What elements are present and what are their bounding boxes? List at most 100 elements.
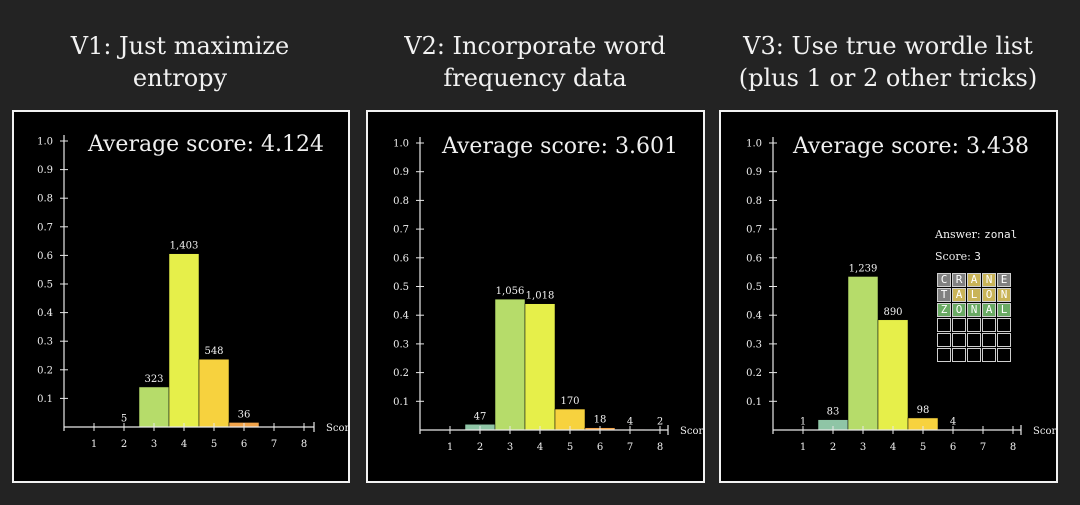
x-tick-label: 3 xyxy=(507,442,513,453)
y-tick-label: 0.4 xyxy=(746,311,762,322)
x-tick-label: 2 xyxy=(830,442,836,453)
wordle-tile: R xyxy=(952,273,966,287)
y-tick-label: 0.1 xyxy=(37,394,53,405)
y-tick-label: 0.7 xyxy=(37,222,53,233)
panel-1-title-line1: V1: Just maximize xyxy=(70,32,290,60)
wordle-empty-tile xyxy=(982,333,996,347)
panel-1: 5 323 1,403 548 36 0.1 0.2 0.3 0.4 0.5 0.6 0.7 0.8 0.… xyxy=(12,110,350,483)
bar-label-score-3: 1,056 xyxy=(496,286,525,297)
panel-1-average-score: Average score: 4.124 xyxy=(88,132,324,157)
wordle-tile: N xyxy=(997,288,1011,302)
x-tick-label: 6 xyxy=(241,439,247,450)
bar-score-3 xyxy=(494,298,526,431)
panel-3-title-line2: (plus 1 or 2 other tricks) xyxy=(738,64,1038,92)
x-axis-label: Score xyxy=(1033,426,1056,437)
wordle-tile: A xyxy=(952,288,966,302)
wordle-empty-tile xyxy=(982,318,996,332)
x-tick-label: 8 xyxy=(1010,442,1016,453)
y-tick-label: 0.1 xyxy=(746,397,762,408)
bar-label-score-1: 1 xyxy=(800,417,806,428)
bar-label-score-4: 890 xyxy=(883,307,902,318)
x-tick-label: 4 xyxy=(537,442,543,453)
bar-score-3 xyxy=(847,276,879,431)
wordle-tile: N xyxy=(967,303,981,317)
x-tick-label: 2 xyxy=(121,439,127,450)
y-tick-label: 0.3 xyxy=(37,337,53,348)
x-tick-label: 6 xyxy=(597,442,603,453)
panel-3-title-line1: V3: Use true wordle list xyxy=(743,32,1033,60)
x-tick-label: 6 xyxy=(950,442,956,453)
example-answer-value: zonal xyxy=(984,228,1018,241)
example-answer: Answer: zonal xyxy=(935,228,1017,241)
bar-label-score-8: 2 xyxy=(657,417,663,428)
y-tick-label: 0.3 xyxy=(393,339,409,350)
wordle-tile: O xyxy=(982,288,996,302)
panel-1-title-line2: entropy xyxy=(132,64,228,92)
wordle-empty-tile xyxy=(997,333,1011,347)
y-tick-label: 0.2 xyxy=(37,365,53,376)
example-score-value: 3 xyxy=(974,250,981,263)
panel-3-average-label: Average score: xyxy=(793,134,959,159)
bar-label-score-7: 4 xyxy=(627,416,633,427)
x-axis-label: Score xyxy=(680,426,703,437)
x-axis-label: Score xyxy=(326,423,348,434)
y-tick-label: 0.7 xyxy=(746,225,762,236)
panel-2-average-label: Average score: xyxy=(442,134,608,159)
x-tick-label: 1 xyxy=(447,442,453,453)
wordle-tile: T xyxy=(937,288,951,302)
wordle-empty-tile xyxy=(967,333,981,347)
wordle-tile: Z xyxy=(937,303,951,317)
y-tick-label: 0.5 xyxy=(37,280,53,291)
panel-2-title-line1: V2: Incorporate word xyxy=(404,32,666,60)
panel-3-average-value: 3.438 xyxy=(965,134,1029,159)
chart-1: 53231,403548360.10.20.30.40.50.60.70.80.… xyxy=(37,135,348,450)
wordle-tile: N xyxy=(982,273,996,287)
bar-label-score-6: 36 xyxy=(238,409,251,420)
y-tick-label: 0.6 xyxy=(746,253,762,264)
y-tick-label: 0.8 xyxy=(393,196,409,207)
wordle-empty-tile xyxy=(967,318,981,332)
x-tick-label: 5 xyxy=(567,442,573,453)
y-tick-label: 0.2 xyxy=(746,368,762,379)
wordle-empty-tile xyxy=(982,348,996,362)
bar-label-score-2: 47 xyxy=(474,411,487,422)
x-tick-label: 8 xyxy=(657,442,663,453)
example-answer-label: Answer: xyxy=(935,228,981,241)
panel-3: 1 83 1,239 890 98 4 0.1 0.2 0.3 0.4 0.5 0.6 0.7 0.8 0.… xyxy=(719,110,1058,483)
x-tick-label: 5 xyxy=(211,439,217,450)
y-tick-label: 0.8 xyxy=(746,196,762,207)
x-tick-label: 5 xyxy=(920,442,926,453)
y-tick-label: 0.3 xyxy=(746,339,762,350)
wordle-tile: L xyxy=(967,288,981,302)
wordle-tile: A xyxy=(967,273,981,287)
panel-2-average-value: 3.601 xyxy=(614,134,678,159)
wordle-empty-tile xyxy=(952,348,966,362)
wordle-empty-tile xyxy=(937,333,951,347)
wordle-empty-tile xyxy=(967,348,981,362)
x-tick-label: 4 xyxy=(890,442,896,453)
y-tick-label: 0.9 xyxy=(393,167,409,178)
y-tick-label: 0.4 xyxy=(393,311,409,322)
bar-label-score-5: 548 xyxy=(204,346,223,357)
bar-label-score-4: 1,403 xyxy=(170,241,199,252)
x-tick-label: 2 xyxy=(477,442,483,453)
wordle-empty-tile xyxy=(997,348,1011,362)
bar-label-score-2: 5 xyxy=(121,413,127,424)
x-tick-label: 7 xyxy=(271,439,277,450)
y-tick-label: 0.9 xyxy=(37,165,53,176)
y-tick-label: 0.6 xyxy=(37,251,53,262)
panel-1-title: V1: Just maximize entropy xyxy=(10,30,350,94)
chart-3: 1831,2398909840.10.20.30.40.50.60.70.80.… xyxy=(746,137,1056,453)
bar-label-score-3: 1,239 xyxy=(849,263,878,274)
y-tick-label: 0.5 xyxy=(746,282,762,293)
wordle-tile: O xyxy=(952,303,966,317)
bar-label-score-2: 83 xyxy=(827,407,840,418)
x-tick-label: 3 xyxy=(860,442,866,453)
panel-2: 47 1,056 1,018 170 18 4 2 0.1 0.2 0.3 0.4 0.5 0.6 0.7… xyxy=(366,110,705,483)
y-tick-label: 0.8 xyxy=(37,194,53,205)
bar-label-score-6: 4 xyxy=(950,416,956,427)
x-tick-label: 1 xyxy=(800,442,806,453)
panel-2-title-line2: frequency data xyxy=(443,64,627,92)
